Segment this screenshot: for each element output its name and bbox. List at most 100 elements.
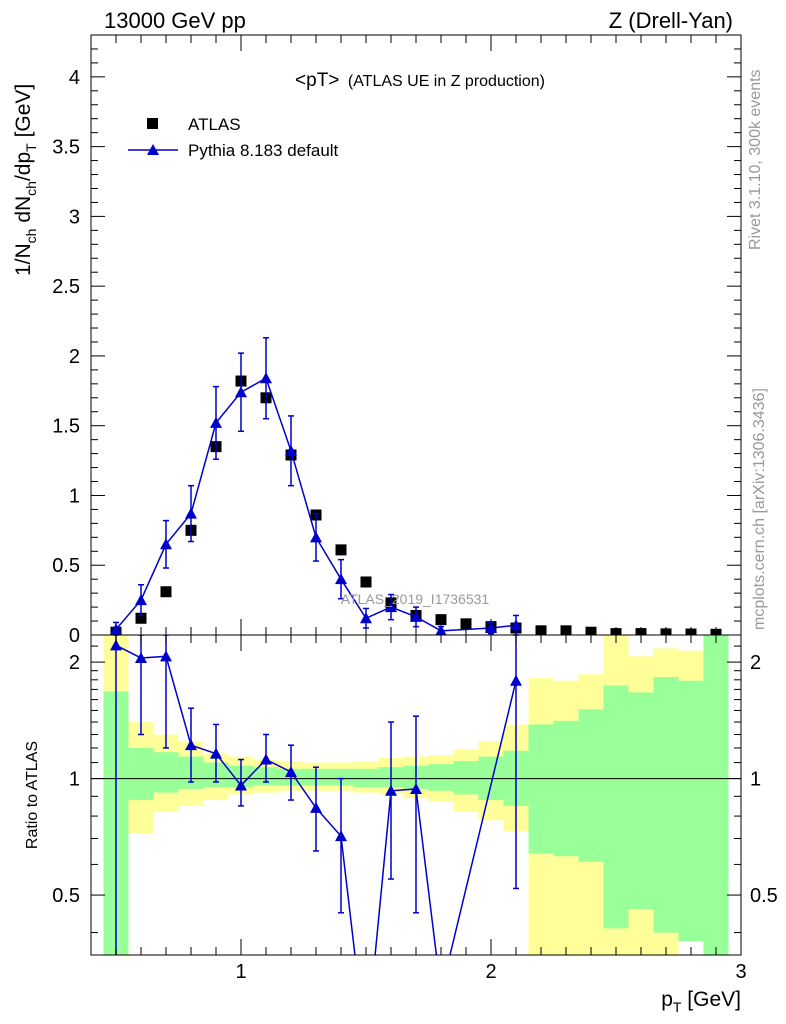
ratio-band-inner (428, 764, 454, 791)
ratio-y-tick-label-left: 1 (69, 769, 80, 791)
ratio-y-tick-label-left: 0.5 (52, 885, 80, 907)
pythia-data-point (110, 623, 122, 635)
ylabel-part-1: 1/N (12, 243, 35, 276)
ratio-data-point (110, 639, 122, 651)
atlas-data-point (135, 612, 147, 624)
y-tick-label: 2 (69, 346, 80, 368)
ratio-data-point (385, 784, 397, 796)
xlabel-main: p (661, 988, 673, 1011)
pythia-data-point (285, 444, 297, 456)
pythia-data-point (160, 538, 172, 550)
x-tick-label: 1 (235, 961, 246, 983)
top-ylabel: 1/Nch dNch/dpT [GeV] (12, 84, 39, 276)
main-plot: 0 0.5 1 1.5 2 2.5 3 3.5 4 <pT> (ATLAS UE in Z pr… (12, 34, 742, 647)
pythia-data-point (185, 507, 197, 519)
ratio-data-point (235, 779, 247, 791)
header-right: Z (Drell-Yan) (609, 8, 733, 33)
pythia-line (115, 377, 517, 632)
ratio-data-point (210, 747, 222, 759)
pythia-data-point (335, 573, 347, 585)
ratio-plot: 0.5 0.5 1 1 2 2 1 2 3 Ratio to ATLAS pT [GeV] (24, 634, 778, 1015)
watermark: ATLAS_2019_I1736531 (341, 591, 490, 607)
ratio-y-tick-label-right: 0.5 (750, 885, 778, 907)
ratio-band-inner (628, 692, 654, 910)
ratio-band-inner (678, 680, 704, 942)
y-tick-label: 0 (69, 625, 80, 647)
ratio-band-inner (653, 677, 679, 933)
ratio-data-point (285, 765, 297, 777)
legend-atlas-label: ATLAS (188, 115, 241, 134)
ylabel-part-4: [GeV] (12, 84, 35, 144)
ylabel-sub-3: T (23, 143, 39, 152)
ratio-data-point (260, 753, 272, 765)
ratio-band-inner (578, 709, 604, 862)
mcplots-label: mcplots.cern.ch [arXiv:1306.3436] (751, 388, 768, 630)
ratio-data-point (135, 651, 147, 663)
ratio-data-point (310, 801, 322, 813)
pythia-data-point (510, 619, 522, 631)
ylabel-part-2: dN (12, 196, 35, 229)
ratio-series-layer (110, 635, 522, 997)
y-tick-label: 1 (69, 485, 80, 507)
atlas-data-point (160, 586, 172, 598)
ratio-data-point (510, 674, 522, 686)
pythia-data-point (485, 622, 497, 634)
legend-pythia-label: Pythia 8.183 default (188, 141, 339, 160)
ratio-band-inner (353, 768, 379, 788)
ratio-band-inner (128, 747, 154, 801)
y-tick-label: 0.5 (52, 555, 80, 577)
ratio-y-tick-label-right: 1 (750, 769, 761, 791)
legend-atlas-marker (147, 118, 158, 129)
xlabel-end: [GeV] (681, 988, 741, 1011)
ylabel-sub-1: ch (23, 229, 39, 244)
atlas-data-point (360, 576, 372, 588)
ratio-band-inner (603, 685, 629, 929)
atlas-data-point (685, 628, 697, 635)
atlas-data-point (610, 628, 622, 635)
pythia-data-point (260, 372, 272, 384)
ratio-y-tick-label-right: 2 (750, 652, 761, 674)
atlas-data-point (710, 628, 722, 635)
ratio-y-tick-label-left: 2 (69, 652, 80, 674)
header-left: 13000 GeV pp (104, 8, 246, 33)
atlas-data-point (585, 626, 597, 635)
ratio-data-point (435, 986, 447, 997)
y-tick-label: 4 (69, 67, 80, 89)
pythia-data-point (235, 386, 247, 398)
ratio-band-inner (528, 724, 554, 854)
ratio-axis-ticks: 0.5 0.5 1 1 2 2 1 2 3 (52, 635, 778, 983)
pythia-data-point (360, 612, 372, 624)
pythia-data-point (385, 601, 397, 613)
pythia-data-point (135, 594, 147, 606)
ylabel-sub-2: ch (23, 181, 39, 196)
ratio-ylabel: Ratio to ATLAS (24, 741, 41, 849)
top-axis-ticks: 0 0.5 1 1.5 2 2.5 3 3.5 4 (52, 35, 741, 647)
ratio-band-inner (553, 720, 579, 857)
x-tick-label: 3 (735, 961, 746, 983)
x-tick-label: 2 (485, 961, 496, 983)
rivet-label: Rivet 3.1.10, 300k events (747, 69, 764, 250)
pythia-data-point (435, 624, 447, 635)
ratio-data-point (410, 782, 422, 794)
top-series-layer (110, 337, 722, 635)
y-tick-label: 2.5 (52, 276, 80, 298)
y-tick-label: 3.5 (52, 137, 80, 159)
y-tick-label: 3 (69, 206, 80, 228)
ratio-data-point (335, 830, 347, 842)
ratio-band-inner (328, 768, 354, 786)
atlas-data-point (335, 544, 347, 556)
legend-pythia-marker (147, 144, 159, 155)
ratio-band-inner (153, 752, 179, 793)
atlas-data-point (535, 625, 547, 635)
pythia-data-point (310, 531, 322, 543)
ratio-band-inner (703, 635, 729, 955)
atlas-data-point (435, 614, 447, 626)
ratio-data-point (185, 739, 197, 751)
top-title: <pT> (ATLAS UE in Z production) (295, 70, 545, 91)
ratio-bands (103, 635, 729, 955)
title-sub: (ATLAS UE in Z production) (348, 73, 545, 90)
ylabel-part-3: /dp (12, 152, 35, 181)
atlas-data-point (660, 628, 672, 635)
xlabel-sub: T (673, 999, 682, 1015)
